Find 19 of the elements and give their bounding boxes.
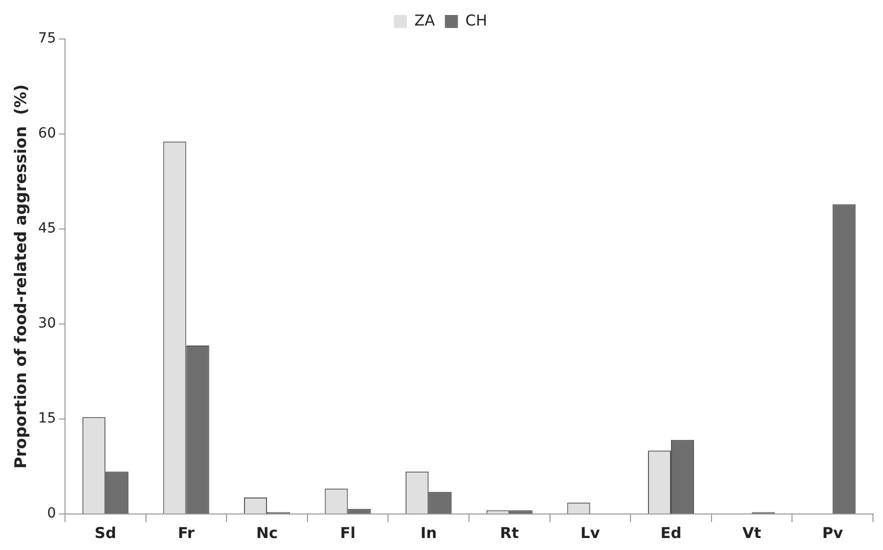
x-tick-label: Lv <box>580 524 600 542</box>
y-axis-title: Proportion of food-related aggression (%) <box>10 84 30 469</box>
legend-label: ZA <box>414 11 436 30</box>
x-tick-label: Sd <box>94 524 116 542</box>
y-tick-label: 30 <box>38 316 56 332</box>
legend-label: CH <box>465 11 488 30</box>
y-tick-label: 75 <box>38 30 56 47</box>
y-tick-label: 15 <box>38 410 56 427</box>
y-tick-label: 45 <box>38 220 56 237</box>
x-tick-label: Nc <box>256 524 278 542</box>
y-tick-label: 0 <box>47 506 56 522</box>
x-tick-label: In <box>420 524 437 542</box>
x-tick-label: Pv <box>822 524 844 542</box>
x-tick-label: Fr <box>178 524 196 542</box>
x-tick-label: Rt <box>500 524 519 542</box>
y-tick-label: 60 <box>38 126 56 142</box>
x-tick-label: Vt <box>742 524 762 542</box>
x-tick-label: Ed <box>660 524 682 542</box>
x-tick-label: Fl <box>340 524 356 542</box>
